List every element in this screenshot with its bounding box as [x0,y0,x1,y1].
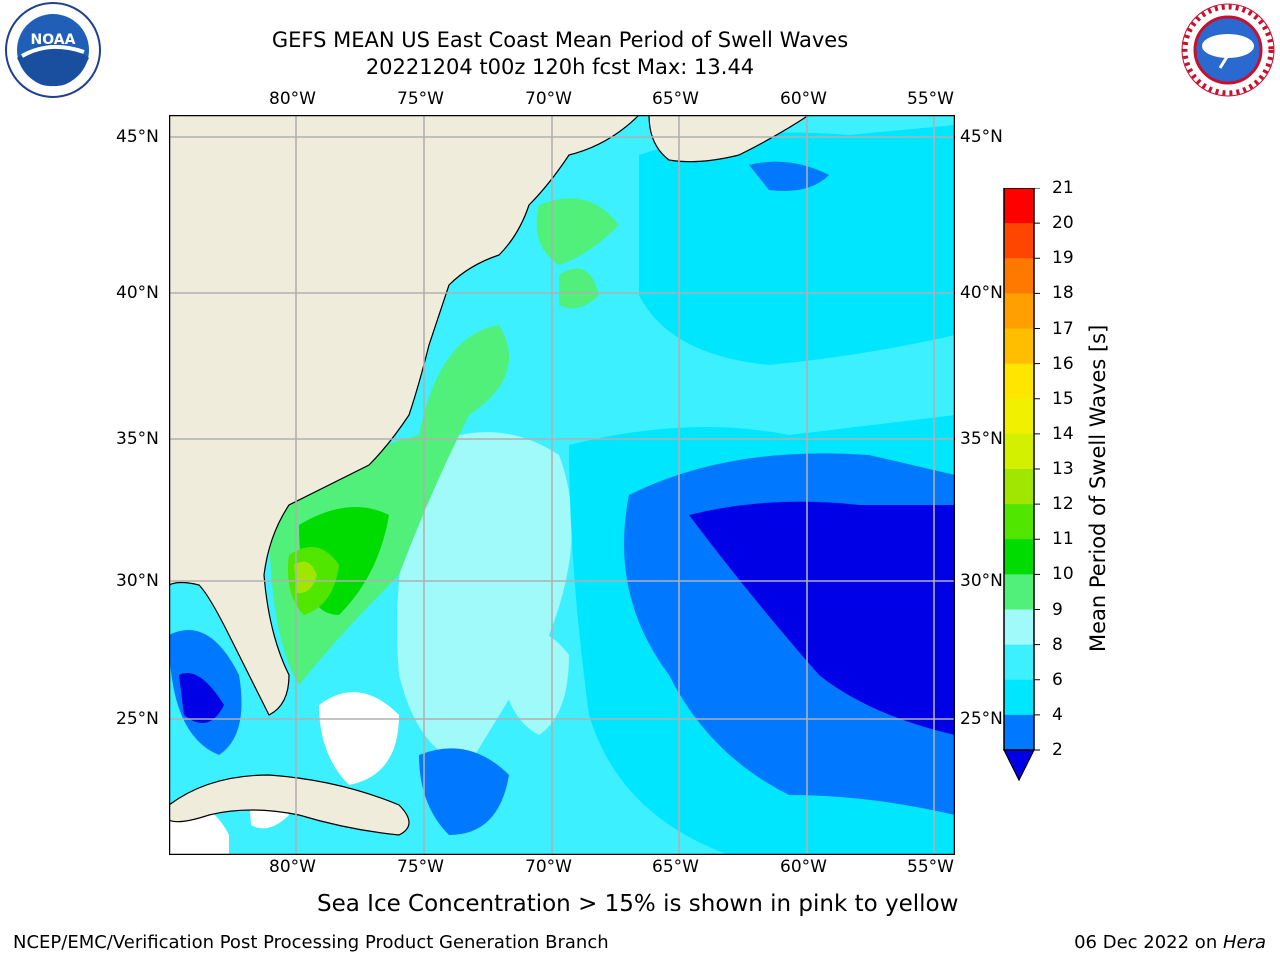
colorbar-band [1004,223,1034,259]
lon-label-top: 55°W [907,89,954,109]
lat-label-left: 35°N [116,429,159,449]
lon-label-bottom: 75°W [397,857,444,877]
colorbar [1003,188,1040,782]
land-cuba [169,774,410,836]
colorbar-tick-label: 13 [1052,459,1074,479]
host-name: Hera [1222,932,1266,953]
lat-label-left: 40°N [116,283,159,303]
no-data-region [319,692,399,785]
colorbar-tick-label: 6 [1052,669,1063,690]
lat-label-left: 30°N [116,571,159,591]
colorbar-band [1004,539,1034,575]
credit-text: NCEP/EMC/Verification Post Processing Pr… [13,932,609,953]
colorbar-band [1004,644,1034,681]
nws-logo-icon [1181,3,1275,97]
colorbar-tick-label: 14 [1052,423,1074,444]
colorbar-tick-label: 12 [1052,494,1074,515]
lat-label-left: 25°N [116,709,159,729]
lat-label-right: 25°N [960,709,1003,729]
contour-4-6 [639,125,955,365]
noaa-logo-text: NOAA [31,32,76,48]
colorbar-tick-label: 10 [1052,564,1074,585]
land-nova-scotia [648,115,811,163]
graticule [169,115,955,855]
colorbar-band [1004,188,1034,224]
colorbar-tick-label: 11 [1052,529,1074,550]
nws-logo [1176,0,1280,100]
colorbar-tick-label: 20 [1052,213,1074,234]
colorbar-tick-label: 15 [1052,388,1074,409]
lon-label-top: 75°W [397,89,444,109]
colorbar-band [1004,469,1034,505]
colorbar-tick-label: 4 [1052,704,1063,725]
lat-label-right: 30°N [960,571,1003,591]
colorbar-band [1004,293,1034,329]
lon-label-top: 60°W [780,89,827,109]
colorbar-band [1004,398,1034,435]
noaa-logo: NOAA [0,0,106,100]
colorbar-title: Mean Period of Swell Waves [s] [1086,324,1110,652]
colorbar-tick-label: 2 [1052,740,1063,760]
lon-label-top: 80°W [269,89,316,109]
contour-below-2 [179,673,224,723]
lat-label-left: 45°N [116,127,159,147]
sea-ice-note: Sea Ice Concentration > 15% is shown in … [317,891,959,917]
lat-label-right: 35°N [960,429,1003,449]
map-frame [169,115,955,855]
colorbar-tick-label: 17 [1052,318,1074,339]
date-text: 06 Dec 2022 on [1074,932,1223,953]
colorbar-band [1004,504,1034,540]
lat-label-right: 40°N [960,283,1003,303]
lon-label-bottom: 80°W [269,857,316,877]
lon-label-top: 70°W [525,89,572,109]
land-us-east-coast [169,115,640,716]
colorbar-tick-label: 8 [1052,634,1063,655]
contour-8-9 [397,432,572,765]
map-title: GEFS MEAN US East Coast Mean Period of S… [271,28,849,52]
lon-label-bottom: 55°W [907,857,954,877]
lon-label-bottom: 70°W [525,857,572,877]
contour-12-13 [294,561,317,594]
colorbar-tick-label: 16 [1052,353,1074,374]
contour-9-10 [559,268,599,309]
date-stamp: 06 Dec 2022 on Hera [1074,932,1266,953]
colorbar-labels: 2 4 6 8 9 10 11 12 13 14 15 16 17 18 19 20 21 [1052,178,1112,778]
noaa-logo-icon: NOAA [5,2,101,98]
colorbar-band [1004,714,1034,751]
lon-label-bottom: 65°W [652,857,699,877]
contour-below-2 [689,501,955,735]
contour-9-10 [536,198,619,265]
colorbar-tick-label: 21 [1052,178,1074,198]
colorbar-band [1004,258,1034,294]
colorbar-band [1004,363,1034,400]
lon-label-top: 65°W [652,89,699,109]
map-subtitle: 20221204 t00z 120h fcst Max: 13.44 [365,55,755,79]
contour-2-4 [749,161,829,191]
colorbar-band [1004,328,1034,365]
colorbar-band [1004,609,1034,646]
lon-label-bottom: 60°W [780,857,827,877]
colorbar-band [1004,574,1034,610]
swell-period-map [169,115,955,855]
colorbar-tick-label: 9 [1052,599,1063,620]
colorbar-frame [1003,188,1035,751]
contour-2-4 [419,748,509,835]
colorbar-band [1004,679,1034,716]
lat-label-right: 45°N [960,127,1003,147]
colorbar-tick-label: 19 [1052,248,1074,269]
colorbar-band [1004,433,1034,470]
colorbar-tick-label: 18 [1052,283,1074,304]
colorbar-extend-arrow [1003,749,1035,782]
